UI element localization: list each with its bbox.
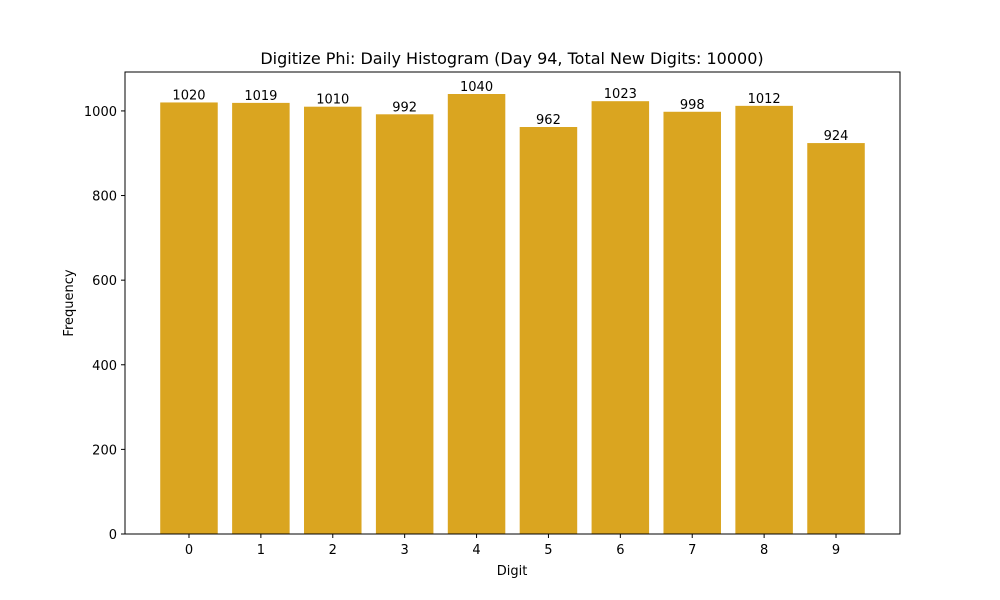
data-labels-group: 1020 1019 1010 992 1040 962 1023 998 1012 924: [172, 80, 848, 144]
y-axis: 0 200 400 600 800 1000: [84, 105, 125, 543]
bar-digit-5: [519, 127, 578, 534]
bar-digit-7: [663, 111, 721, 535]
bars-group: [160, 94, 865, 535]
x-tick-label: 1: [257, 543, 265, 558]
x-tick-label: 2: [329, 543, 337, 558]
bar-value-label: 1010: [316, 93, 349, 108]
x-tick-label: 8: [760, 543, 768, 558]
bar-digit-4: [447, 94, 506, 534]
bar-value-label: 992: [392, 100, 417, 115]
bar-digit-8: [735, 105, 793, 534]
bar-value-label: 1020: [172, 88, 205, 103]
y-tick-label: 0: [109, 528, 117, 543]
plot-frame: [124, 71, 901, 535]
bar-digit-9: [807, 143, 865, 535]
y-tick-label: 200: [92, 443, 117, 458]
bar-digit-3: [375, 114, 434, 535]
y-axis-label: Frequency: [62, 269, 77, 336]
x-tick-label: 0: [185, 543, 193, 558]
x-tick-label: 5: [544, 543, 552, 558]
y-tick-label: 600: [92, 274, 117, 289]
y-tick-label: 400: [92, 359, 117, 374]
bar-digit-0: [160, 102, 218, 534]
x-tick-label: 3: [401, 543, 409, 558]
bar-value-label: 1023: [604, 87, 637, 102]
bar-digit-6: [591, 101, 650, 534]
bar-digit-1: [232, 102, 290, 534]
y-tick-label: 800: [92, 190, 117, 205]
bar-digit-2: [304, 106, 362, 534]
x-tick-label: 7: [688, 543, 696, 558]
bar-value-label: 924: [824, 129, 849, 144]
x-tick-label: 6: [616, 543, 624, 558]
y-tick-label: 1000: [84, 105, 117, 120]
bar-value-label: 998: [680, 98, 705, 113]
x-tick-label: 4: [472, 543, 480, 558]
x-axis-label: Digit: [497, 564, 528, 579]
x-axis: 0 1 2 3 4 5 6 7 8 9: [185, 534, 840, 558]
bar-value-label: 1012: [748, 92, 781, 107]
bar-value-label: 1019: [244, 89, 277, 104]
bar-value-label: 962: [536, 113, 561, 128]
chart-title: Digitize Phi: Daily Histogram (Day 94, T…: [260, 49, 763, 68]
bar-value-label: 1040: [460, 80, 493, 95]
x-tick-label: 9: [832, 543, 840, 558]
